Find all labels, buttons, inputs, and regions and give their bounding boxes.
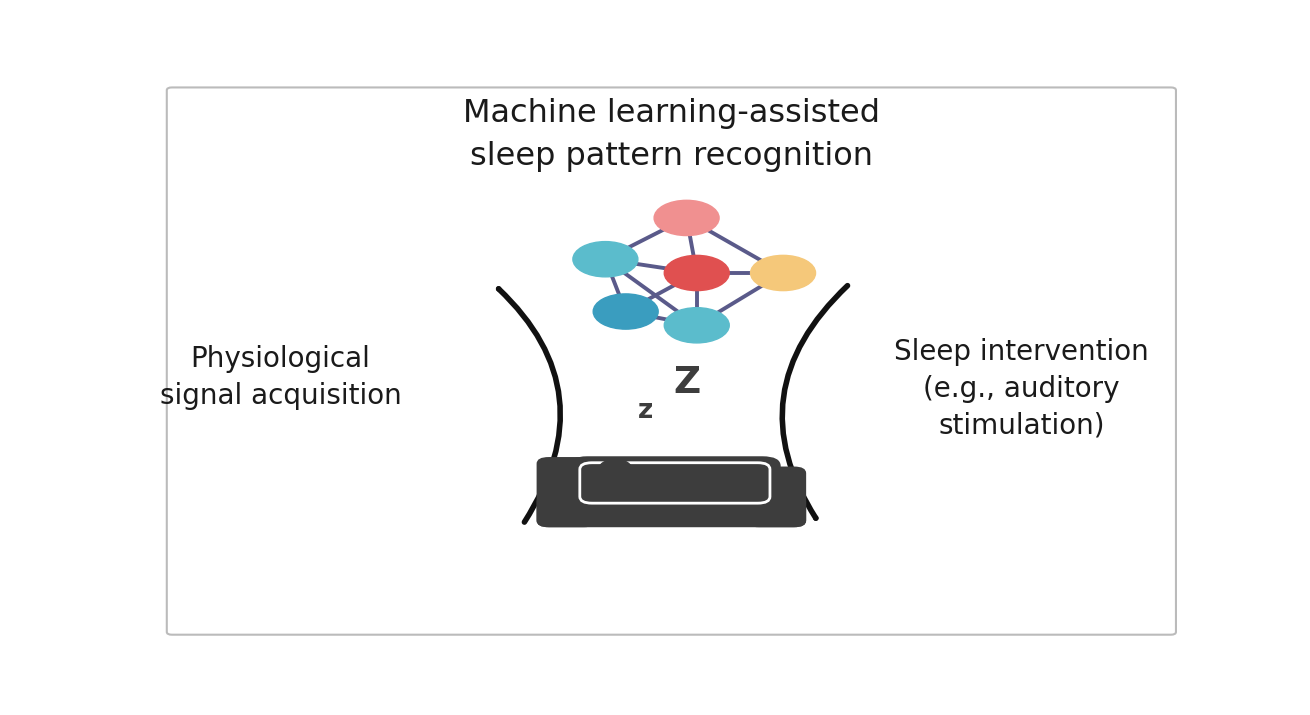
Text: Physiological
signal acquisition: Physiological signal acquisition (160, 345, 401, 410)
Circle shape (654, 200, 719, 235)
FancyArrowPatch shape (782, 285, 848, 518)
Circle shape (751, 255, 816, 290)
Text: Machine learning-assisted
sleep pattern recognition: Machine learning-assisted sleep pattern … (462, 99, 880, 172)
Text: Z: Z (673, 365, 700, 401)
FancyBboxPatch shape (747, 466, 806, 527)
Ellipse shape (597, 459, 633, 483)
Text: Sleep intervention
(e.g., auditory
stimulation): Sleep intervention (e.g., auditory stimu… (895, 337, 1149, 440)
Circle shape (664, 307, 730, 343)
FancyBboxPatch shape (537, 495, 806, 527)
FancyBboxPatch shape (537, 457, 596, 527)
Circle shape (593, 294, 658, 329)
FancyBboxPatch shape (569, 456, 781, 509)
Text: z: z (638, 398, 654, 423)
Circle shape (572, 242, 638, 277)
Circle shape (664, 255, 730, 290)
FancyArrowPatch shape (499, 289, 561, 522)
